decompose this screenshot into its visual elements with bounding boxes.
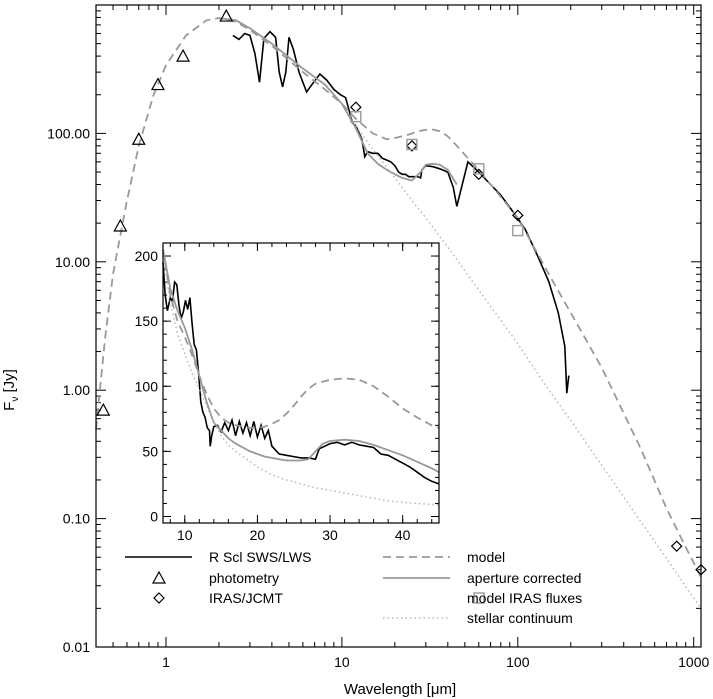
y-tick-label: 10.00 xyxy=(55,254,90,270)
y-tick-label: 100.00 xyxy=(47,125,90,141)
legend-label: IRAS/JCMT xyxy=(209,590,283,606)
x-tick-label: 1 xyxy=(162,654,170,670)
diamond-marker xyxy=(406,139,418,152)
x-tick-label: 1000 xyxy=(678,654,709,670)
legend-swatch-triangle xyxy=(151,570,167,584)
inset-x-tick-label: 30 xyxy=(322,527,338,543)
series-line-aperture-corrected xyxy=(218,17,458,185)
y-tick-label: 0.10 xyxy=(63,511,90,527)
x-tick-label: 10 xyxy=(334,654,350,670)
triangle-marker xyxy=(150,77,165,91)
y-tick-label: 1.00 xyxy=(63,382,90,398)
triangle-marker xyxy=(131,132,146,145)
inset-plot: 10 20 30 40 0 50 100 150 200 xyxy=(135,242,440,543)
svg-text:Fν [Jy]: Fν [Jy] xyxy=(1,369,21,411)
legend-entry: stellar continuum xyxy=(383,610,573,626)
legend-entry: IRAS/JCMT xyxy=(153,590,283,606)
diamond-marker xyxy=(349,101,362,114)
diamond-marker xyxy=(472,168,485,181)
main-plot-frame xyxy=(95,4,702,648)
triangle-marker xyxy=(219,8,234,22)
inset-y-tick-label: 50 xyxy=(142,443,158,459)
legend-swatch-square xyxy=(473,592,485,604)
square-marker xyxy=(473,163,485,175)
legend-label: aperture corrected xyxy=(467,570,581,586)
inset-series-line-solid-black xyxy=(162,262,440,485)
legend-label: photometry xyxy=(209,570,279,586)
legend-swatch-diamond xyxy=(153,592,165,604)
y-axis-label: Fν [Jy] xyxy=(1,369,21,411)
x-axis-label: Wavelength [μm] xyxy=(344,681,456,698)
inset-y-tick-label: 150 xyxy=(135,313,159,329)
legend-entry: aperture corrected xyxy=(383,570,581,586)
inset-series-line-solid-gray xyxy=(162,249,440,473)
square-marker xyxy=(512,224,524,237)
diamond-marker xyxy=(511,209,524,222)
inset-x-tick-label: 20 xyxy=(250,527,266,543)
y-axis-label-unit: [Jy] xyxy=(1,369,18,397)
legend-entry: R Scl SWS/LWS xyxy=(125,549,311,565)
legend-label: stellar continuum xyxy=(467,610,573,626)
y-axis-label-main: F xyxy=(1,402,18,411)
legend-label: R Scl SWS/LWS xyxy=(209,549,311,565)
legend-entry: model xyxy=(383,549,505,565)
diamond-marker xyxy=(670,540,683,553)
inset-background xyxy=(163,243,439,523)
legend: R Scl SWS/LWS model photometry aperture cor… xyxy=(125,549,582,626)
y-axis-label-sub: ν xyxy=(10,397,21,402)
inset-x-tick-label: 10 xyxy=(177,527,193,543)
x-tick-label: 100 xyxy=(506,654,530,670)
inset-y-tick-label: 200 xyxy=(135,248,159,264)
inset-y-tick-label: 0 xyxy=(150,508,158,524)
inset-frame xyxy=(162,242,440,524)
y-tick-label: 0.01 xyxy=(63,639,90,655)
inset-y-tick-label: 100 xyxy=(135,378,159,394)
triangle-marker xyxy=(176,48,191,62)
legend-label: model IRAS fluxes xyxy=(467,590,582,606)
square-marker xyxy=(350,110,362,123)
legend-entry: photometry xyxy=(151,570,279,586)
square-marker xyxy=(406,138,418,151)
legend-label: model xyxy=(467,549,505,565)
triangle-marker xyxy=(113,218,128,232)
legend-entry: model IRAS fluxes xyxy=(467,590,582,606)
series-line-model xyxy=(95,17,702,578)
series-line-r-scl-sws-lws xyxy=(232,30,570,394)
inset-x-tick-label: 40 xyxy=(395,527,411,543)
triangle-marker xyxy=(96,402,111,416)
series-line-stellar-continuum xyxy=(355,125,702,609)
